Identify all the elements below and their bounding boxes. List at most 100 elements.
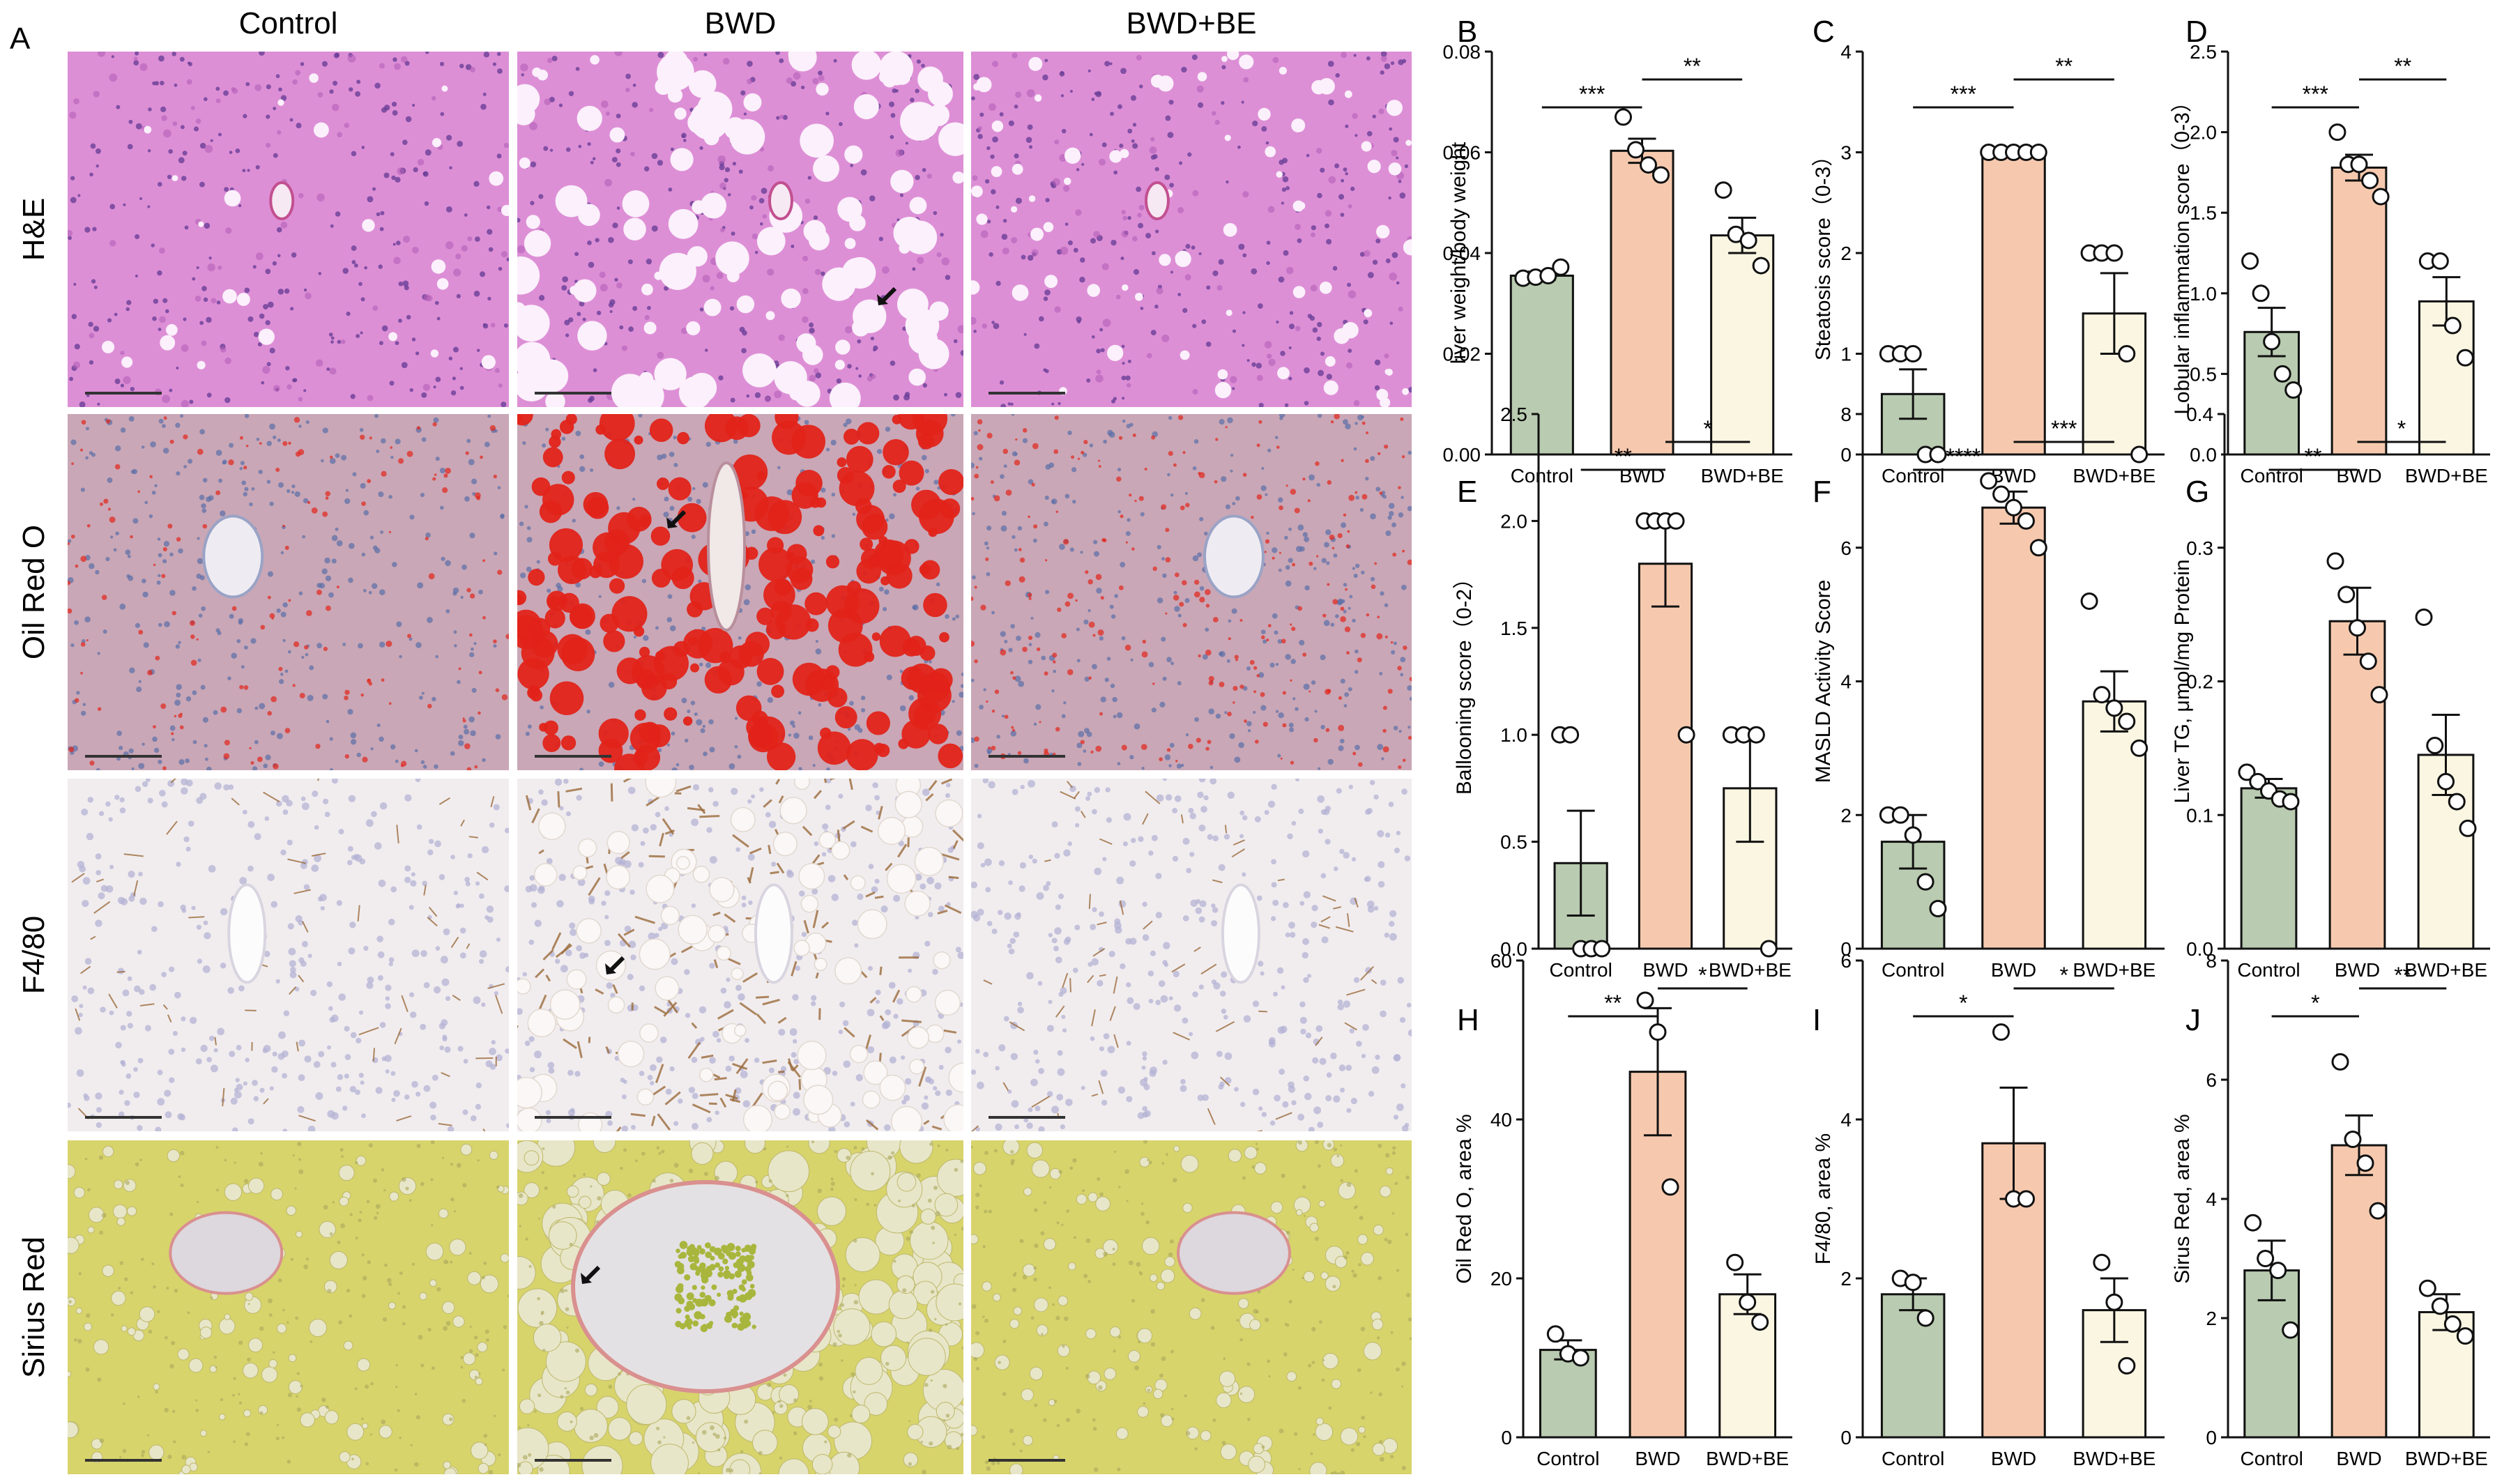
data-point xyxy=(2257,1250,2275,1267)
data-point xyxy=(1752,257,1770,275)
bar-control xyxy=(1539,1349,1597,1439)
y-tick-label: 20 xyxy=(1490,1268,1512,1290)
y-tick-label: 0.08 xyxy=(1443,41,1481,63)
y-tick-label: 8 xyxy=(1840,404,1852,425)
significance-label: * xyxy=(1698,963,1707,988)
y-tick-label: 1.0 xyxy=(1500,724,1527,746)
data-point xyxy=(1760,940,1778,958)
data-point xyxy=(1615,108,1632,126)
data-point xyxy=(1739,1293,1757,1311)
data-point xyxy=(1916,873,1935,891)
data-point xyxy=(2269,1262,2287,1280)
y-tick-label: 0 xyxy=(1840,444,1852,466)
data-point xyxy=(1636,991,1654,1009)
panel-letter: C xyxy=(1813,15,1835,49)
data-point xyxy=(1677,726,1695,744)
data-point xyxy=(1571,1349,1589,1367)
y-axis-label: liver weight/body weight xyxy=(1447,141,1470,364)
micrograph-2-2 xyxy=(971,779,1412,1131)
x-tick-label: BWD xyxy=(1991,465,2036,487)
row-label-1: Oil Red O xyxy=(17,525,51,659)
panel-a-histology: A Control BWD BWD+BE H&E Oil Red O F4/80 Sirius… xyxy=(10,6,1412,1474)
x-tick-label: BWD xyxy=(1635,1448,1680,1469)
data-point xyxy=(1992,1023,2010,1041)
vessel-lumen xyxy=(1144,181,1170,220)
bar-bwd xyxy=(2330,166,2388,456)
micrograph-1-2 xyxy=(971,414,1412,770)
x-tick-label: Control xyxy=(1511,465,1573,487)
data-point xyxy=(2331,1053,2349,1071)
data-point xyxy=(1980,472,1998,490)
y-tick-label: 1.5 xyxy=(2190,202,2217,224)
panel-letter: D xyxy=(2185,15,2208,49)
data-point xyxy=(2431,252,2449,270)
y-tick-label: 2 xyxy=(1840,1268,1852,1290)
data-point xyxy=(2337,586,2356,604)
data-point xyxy=(2448,793,2466,811)
y-tick-label: 0.2 xyxy=(2186,671,2213,693)
column-label-2: BWD+BE xyxy=(1126,6,1256,40)
significance-label: * xyxy=(2311,990,2319,1016)
y-tick-label: 4 xyxy=(1840,1109,1852,1131)
data-point xyxy=(2029,144,2047,161)
y-tick-label: 0.06 xyxy=(1443,142,1481,164)
data-point xyxy=(2284,381,2303,399)
y-axis-label: Steatosis score（0-3） xyxy=(1812,146,1835,360)
row-label-0: H&E xyxy=(17,198,51,261)
row-label-3: Sirius Red xyxy=(17,1237,51,1378)
y-tick-label: 40 xyxy=(1490,1109,1512,1131)
significance-label: * xyxy=(2059,963,2068,988)
data-point xyxy=(2344,1131,2362,1148)
bar-control xyxy=(2240,787,2298,950)
data-point xyxy=(1747,726,1765,744)
data-point xyxy=(2359,652,2377,671)
y-tick-label: 6 xyxy=(1840,537,1852,559)
chart-b: B 0.00 0.02 0.04 0.06 0.08 liver weight/body w… xyxy=(1443,15,1792,487)
annotation-arrow-2 xyxy=(605,956,625,974)
x-tick-label: Control xyxy=(1882,465,1944,487)
y-tick-label: 2.0 xyxy=(2190,122,2217,144)
vessel-lumen xyxy=(1176,1211,1291,1295)
y-tick-label: 2.5 xyxy=(1500,404,1527,425)
significance-label: * xyxy=(2397,416,2406,441)
y-tick-label: 0.1 xyxy=(2186,804,2213,826)
y-tick-label: 3 xyxy=(1840,142,1852,164)
significance-label: ** xyxy=(1615,444,1632,469)
significance-label: *** xyxy=(2303,82,2328,107)
significance-label: * xyxy=(1959,990,1967,1016)
data-point xyxy=(2005,498,2022,517)
column-label-1: BWD xyxy=(705,6,777,40)
vessel-lumen xyxy=(202,514,264,599)
x-tick-label: BWD+BE xyxy=(2073,959,2155,981)
y-axis-label: F4/80, area % xyxy=(1812,1133,1835,1264)
annotation-arrow-3 xyxy=(581,1265,601,1284)
data-point xyxy=(1739,231,1757,250)
x-tick-label: BWD xyxy=(1642,959,1688,981)
bar-bwd xyxy=(1610,149,1674,456)
significance-label: ** xyxy=(2055,54,2073,79)
y-tick-label: 0.0 xyxy=(1500,938,1527,960)
bar-control xyxy=(1880,1293,1946,1439)
vessel-lumen xyxy=(1203,514,1265,599)
data-point xyxy=(1649,1023,1667,1041)
vessel-lumen xyxy=(169,1211,284,1295)
data-point xyxy=(1562,726,1580,744)
vessel-lumen xyxy=(227,883,267,984)
data-point xyxy=(1904,826,1922,844)
micrograph-2-1 xyxy=(517,779,963,1131)
x-tick-label: BWD+BE xyxy=(1701,465,1784,487)
micrograph-0-1 xyxy=(517,52,963,407)
chart-g: G 0.0 0.1 0.2 0.3 0.4 Liver TG, μmol/mg Protei… xyxy=(2171,404,2490,981)
data-point xyxy=(1652,166,1670,184)
y-tick-label: 0.02 xyxy=(1443,344,1481,365)
significance-label: *** xyxy=(2051,416,2077,441)
micrograph-3-2 xyxy=(971,1140,1412,1474)
data-point xyxy=(2426,737,2444,755)
data-point xyxy=(1726,1253,1744,1271)
y-tick-label: 2.0 xyxy=(1500,510,1527,532)
significance-label: ** xyxy=(2305,444,2322,469)
